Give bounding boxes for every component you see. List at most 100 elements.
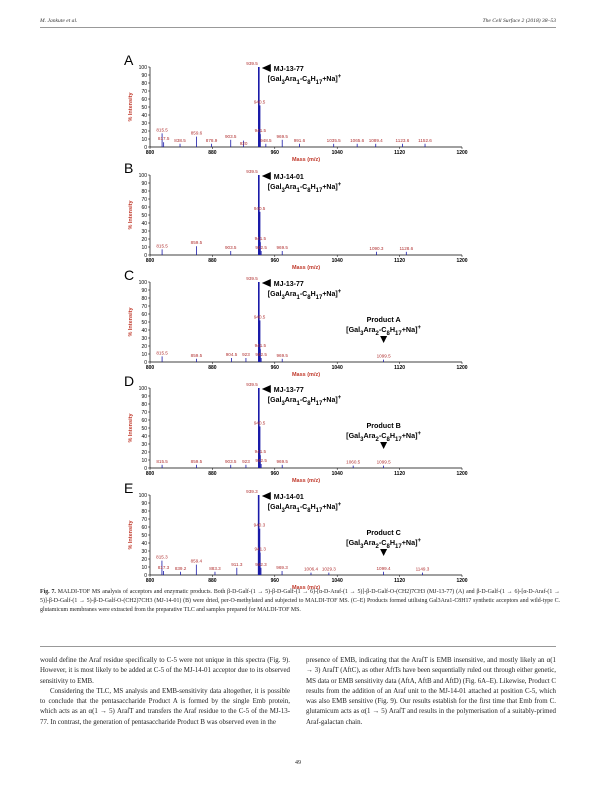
y-tick-label: 90 (141, 501, 147, 507)
x-tick-label: 1200 (456, 471, 467, 477)
peak-label: 1149.3 (416, 567, 430, 572)
peak-label: 859.5 (191, 459, 203, 464)
y-tick-label: 20 (141, 129, 147, 135)
running-header-journal: The Cell Surface 2 (2018) 38–53 (482, 18, 557, 24)
peak-label: 1029.3 (322, 567, 336, 572)
product-arrow (380, 336, 388, 343)
y-tick-label: 50 (141, 320, 147, 326)
y-axis-label: % Intensity (128, 307, 134, 337)
y-tick-label: 100 (139, 386, 148, 392)
y-tick-label: 0 (144, 145, 147, 151)
peak-label: 942.3 (255, 562, 267, 567)
peak-label: 923 (242, 352, 250, 357)
x-tick-label: 960 (271, 578, 280, 584)
product-formula: [Gal3Ara2-C8H17+Na]+ (346, 325, 421, 337)
peak-label: 1099.4 (377, 566, 391, 571)
x-tick-label: 1040 (332, 258, 343, 264)
product-name: Product A (367, 315, 401, 324)
peak-label: 1090.3 (369, 246, 383, 251)
x-tick-label: 1120 (394, 150, 405, 156)
peak-label: 969.5 (276, 134, 288, 139)
peak-label: 940.5 (254, 206, 266, 211)
peak-label: 1123.6 (396, 138, 410, 143)
y-tick-label: 70 (141, 89, 147, 95)
panel-letter: A (124, 52, 134, 68)
peak-label: 942.5 (255, 458, 267, 463)
panel-letter: E (124, 480, 133, 496)
y-tick-label: 10 (141, 245, 147, 251)
y-tick-label: 0 (144, 573, 147, 579)
header-rule (40, 27, 556, 28)
y-tick-label: 80 (141, 81, 147, 87)
y-tick-label: 10 (141, 137, 147, 143)
peak-label: 859.6 (191, 131, 203, 136)
peak-label: 859.5 (191, 353, 203, 358)
x-tick-label: 960 (271, 365, 280, 371)
peak-label: 939.5 (246, 169, 258, 174)
marker-arrow (261, 64, 271, 72)
peak-label: 859.5 (191, 240, 203, 245)
peak-label: 815.5 (156, 459, 168, 464)
running-header-authors: M. Jankute et al. (40, 18, 78, 24)
y-tick-label: 90 (141, 73, 147, 79)
product-name: Product B (366, 421, 400, 430)
y-tick-label: 20 (141, 237, 147, 243)
paragraph: would define the Araf residue specifical… (40, 657, 290, 685)
y-tick-label: 40 (141, 221, 147, 227)
marker-arrow (261, 279, 271, 287)
x-axis-label: Mass (m/z) (292, 265, 320, 271)
peak-label: 1035.5 (327, 138, 341, 143)
peak-label: 941.3 (254, 547, 266, 552)
y-tick-label: 20 (141, 557, 147, 563)
peak-label: 920 (240, 141, 248, 146)
product-arrow (380, 549, 388, 556)
peak-label: 991.6 (294, 138, 306, 143)
x-axis-label: Mass (m/z) (292, 157, 320, 163)
peak-label: 941.5 (255, 343, 267, 348)
body-column-right: presence of EMB, indicating that the Ara… (306, 656, 556, 728)
x-tick-label: 1040 (332, 471, 343, 477)
body-column-left: would define the Araf residue specifical… (40, 656, 290, 728)
marker-arrow (261, 172, 271, 180)
peak-label: 939.5 (246, 61, 258, 66)
peak-label: 940.3 (254, 523, 266, 528)
peak-label: 940.5 (254, 99, 266, 104)
x-tick-label: 1120 (394, 471, 405, 477)
y-tick-label: 40 (141, 113, 147, 119)
peak-label: 838.5 (174, 138, 186, 143)
x-tick-label: 1200 (456, 258, 467, 264)
x-tick-label: 880 (208, 258, 217, 264)
acceptor-formula: [Gal3Ara1-C8H17+Na]+ (268, 289, 342, 301)
x-tick-label: 800 (146, 365, 155, 371)
x-tick-label: 1040 (332, 578, 343, 584)
panel-letter: D (124, 373, 134, 389)
product-arrow (380, 442, 388, 449)
peak-label: 923 (242, 459, 250, 464)
y-tick-label: 30 (141, 229, 147, 235)
x-tick-label: 1200 (456, 150, 467, 156)
y-tick-label: 100 (139, 280, 148, 286)
x-tick-label: 800 (146, 578, 155, 584)
figure-caption: Fig. 7. MALDI-TOF MS analysis of accepto… (40, 588, 560, 615)
peak-label: 883.3 (209, 566, 221, 571)
y-axis-label: % Intensity (128, 200, 134, 230)
peak-label: 1060.5 (346, 460, 360, 465)
peak-label: 903.5 (225, 245, 237, 250)
y-tick-label: 70 (141, 304, 147, 310)
peak-label: 940.5 (254, 420, 266, 425)
y-tick-label: 30 (141, 549, 147, 555)
x-axis-label: Mass (m/z) (292, 585, 320, 590)
y-tick-label: 90 (141, 181, 147, 187)
peak-label: 941.5 (255, 449, 267, 454)
y-axis-label: % Intensity (128, 520, 134, 550)
y-tick-label: 20 (141, 344, 147, 350)
y-tick-label: 60 (141, 205, 147, 211)
x-tick-label: 800 (146, 258, 155, 264)
y-tick-label: 10 (141, 458, 147, 464)
y-tick-label: 50 (141, 213, 147, 219)
product-name: Product C (366, 528, 400, 537)
y-tick-label: 70 (141, 197, 147, 203)
x-axis-label: Mass (m/z) (292, 478, 320, 484)
peak-label: 1065.6 (350, 138, 364, 143)
y-tick-label: 60 (141, 418, 147, 424)
